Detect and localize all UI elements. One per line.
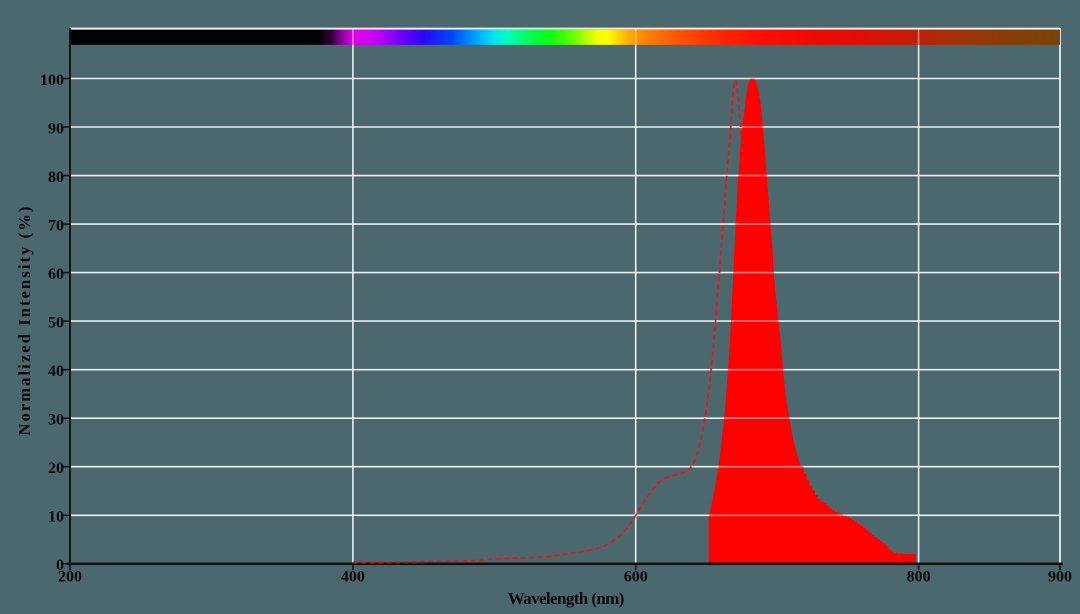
svg-text:40: 40: [48, 363, 64, 380]
svg-text:70: 70: [48, 217, 64, 234]
svg-text:90: 90: [48, 120, 64, 137]
svg-text:100: 100: [40, 72, 64, 89]
svg-text:400: 400: [341, 569, 365, 586]
svg-text:600: 600: [624, 569, 648, 586]
svg-text:60: 60: [48, 266, 64, 283]
svg-text:200: 200: [58, 569, 82, 586]
svg-text:20: 20: [48, 460, 64, 477]
svg-text:800: 800: [907, 569, 931, 586]
svg-text:50: 50: [48, 314, 64, 331]
svg-text:80: 80: [48, 169, 64, 186]
svg-text:0: 0: [56, 557, 64, 574]
svg-text:30: 30: [48, 412, 64, 429]
svg-text:900: 900: [1048, 569, 1072, 586]
svg-text:10: 10: [48, 509, 64, 526]
svg-text:Normalized Intensity (%): Normalized Intensity (%): [15, 205, 34, 436]
svg-text:Wavelength (nm): Wavelength (nm): [508, 589, 624, 608]
